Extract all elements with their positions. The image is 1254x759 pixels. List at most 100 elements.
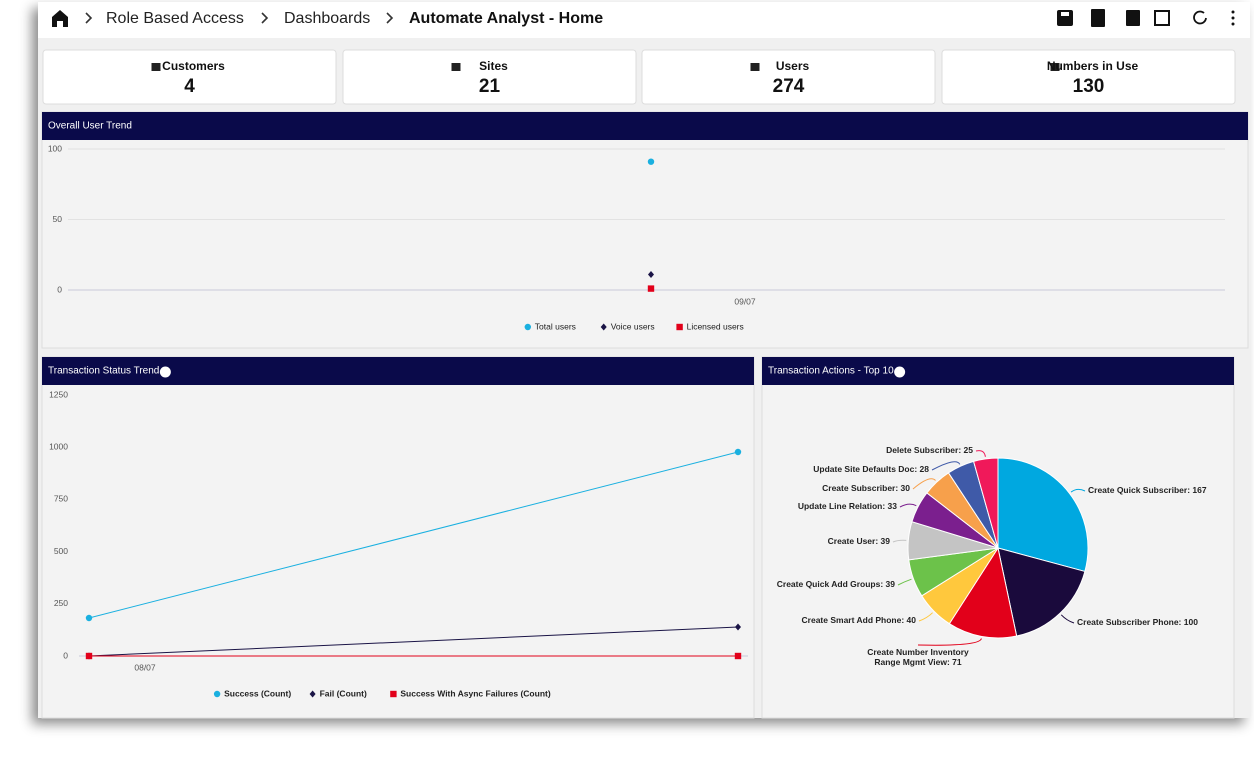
legend-marker — [309, 690, 316, 698]
card-value: 21 — [479, 76, 501, 97]
breadcrumb-current: Automate Analyst - Home — [409, 10, 603, 27]
card-label: Sites — [479, 59, 508, 73]
data-point — [647, 285, 655, 292]
leader-line — [918, 612, 933, 622]
pie-label: Delete Subscriber: 25 — [886, 445, 973, 455]
leader-line — [1060, 614, 1075, 624]
data-point — [647, 158, 655, 165]
card-icon — [750, 63, 760, 71]
pie-slice — [997, 457, 1089, 573]
stat-card — [941, 49, 1236, 105]
info-icon[interactable] — [894, 366, 906, 378]
y-tick-label: 0 — [57, 284, 62, 294]
info-icon[interactable] — [159, 366, 171, 378]
x-tick-label: 08/07 — [134, 662, 156, 672]
menu-icon[interactable] — [1231, 10, 1235, 14]
data-point — [735, 623, 741, 631]
pie-slice — [972, 457, 999, 549]
legend-label: Licensed users — [687, 321, 744, 331]
y-tick-label: 50 — [53, 214, 63, 224]
pie-label: Create Number Inventory Range Mgmt View:… — [867, 647, 969, 667]
legend-label: Voice users — [611, 321, 655, 331]
pie-label: Create User: 39 — [827, 536, 890, 546]
menu-icon — [1231, 16, 1235, 20]
pie-label: Create Subscriber Phone: 100 — [1077, 617, 1198, 627]
pie-label: Create Quick Subscriber: 167 — [1088, 485, 1207, 495]
legend-marker — [390, 690, 397, 698]
chart-title: Transaction Actions - Top 10 — [768, 366, 894, 377]
y-tick-label: 0 — [63, 650, 68, 660]
legend-label: Success (Count) — [224, 688, 291, 698]
series-line — [88, 451, 739, 619]
delete-icon[interactable] — [1126, 10, 1140, 26]
pie-label: Update Line Relation: 33 — [797, 501, 897, 511]
chart-panel — [41, 356, 755, 719]
breadcrumb-link[interactable]: Role Based Access — [106, 10, 244, 27]
leader-line — [892, 539, 907, 543]
data-point — [85, 652, 93, 660]
refresh-icon[interactable] — [1193, 10, 1207, 25]
legend-marker — [676, 323, 683, 331]
card-label: Customers — [162, 59, 225, 73]
leader-line — [917, 638, 982, 646]
card-icon — [151, 63, 161, 71]
chart-header — [762, 357, 1234, 385]
leader-line — [899, 503, 917, 508]
chart-title: Transaction Status Trend — [48, 366, 159, 377]
card-icon — [451, 63, 461, 71]
save-icon-part — [1061, 12, 1069, 16]
card-value: 130 — [1073, 76, 1105, 97]
legend-marker — [213, 690, 221, 698]
data-point — [734, 652, 742, 660]
leader-line — [1070, 488, 1086, 493]
chart-panel — [41, 111, 1249, 349]
pie-label: Create Quick Add Groups: 39 — [776, 579, 895, 589]
data-point — [85, 614, 93, 622]
y-tick-label: 250 — [54, 598, 68, 608]
stat-card — [342, 49, 637, 105]
y-tick-label: 100 — [48, 143, 62, 153]
legend-marker — [524, 323, 531, 331]
pie-label: Create Smart Add Phone: 40 — [801, 615, 916, 625]
chart-header — [42, 112, 1248, 140]
card-icon — [1050, 63, 1060, 71]
x-tick-label: 09/07 — [734, 296, 756, 306]
pie-label: Update Site Defaults Doc: 28 — [813, 464, 929, 474]
y-tick-label: 1000 — [49, 441, 68, 451]
menu-icon — [1231, 22, 1235, 26]
chart-title: Overall User Trend — [48, 121, 132, 132]
legend-label: Fail (Count) — [320, 688, 367, 698]
leader-line — [912, 478, 936, 490]
chevron — [386, 12, 394, 24]
legend-label: Success With Async Failures (Count) — [400, 688, 550, 698]
y-tick-label: 500 — [54, 546, 68, 556]
data-point — [648, 270, 654, 278]
home-icon[interactable] — [52, 10, 68, 27]
leader-line — [931, 461, 961, 471]
legend-marker — [600, 323, 607, 331]
pie-slice — [997, 547, 1086, 637]
stat-card — [641, 49, 936, 105]
series-line — [88, 626, 739, 657]
chevron — [85, 12, 93, 24]
data-point — [734, 448, 742, 456]
breadcrumb-link[interactable]: Dashboards — [284, 10, 370, 27]
leader-line — [975, 450, 986, 457]
card-label: Numbers in Use — [1047, 59, 1139, 73]
top-bar — [38, 2, 1250, 38]
card-label: Users — [776, 59, 810, 73]
legend-label: Total users — [535, 321, 576, 331]
y-tick-label: 750 — [54, 494, 68, 504]
card-value: 274 — [773, 76, 805, 97]
stat-card — [42, 49, 337, 105]
chevron — [261, 12, 269, 24]
card-value: 4 — [184, 76, 195, 97]
leader-line — [897, 578, 912, 586]
add-widget-icon[interactable] — [1154, 10, 1170, 26]
pie-label: Create Subscriber: 30 — [822, 483, 910, 493]
y-tick-label: 1250 — [49, 389, 68, 399]
copy-icon[interactable] — [1091, 9, 1105, 27]
pie-slice — [948, 546, 1018, 639]
